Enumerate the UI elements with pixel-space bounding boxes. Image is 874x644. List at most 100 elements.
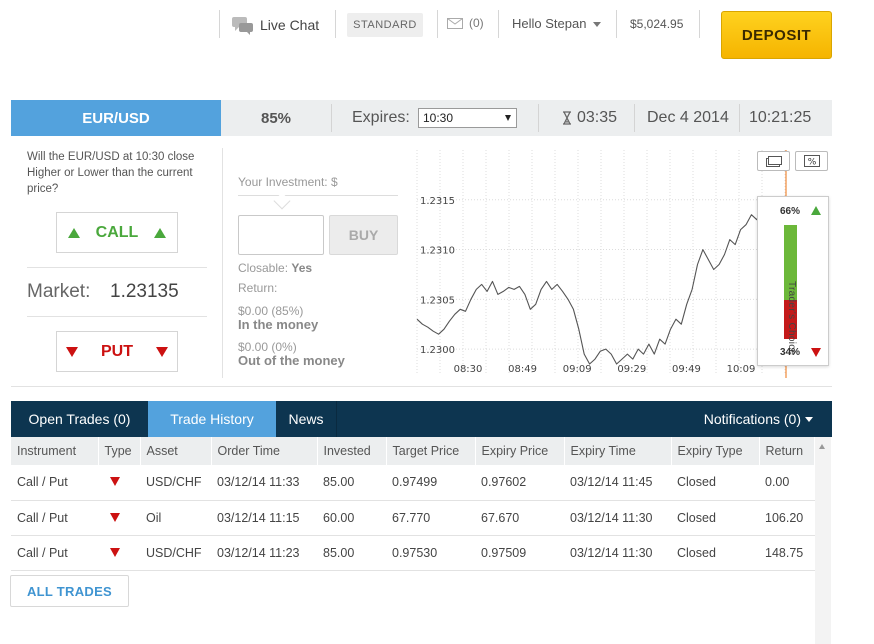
arrow-down-icon [66,346,78,357]
return-cell: 106.20 [759,500,815,536]
invested-cell: 85.00 [317,465,386,501]
x-tick-label: 08:30 [454,364,483,375]
investment-label: Your Investment: $ [238,175,338,189]
put-arrow-icon [110,512,120,522]
divider [331,104,332,132]
arrow-up-icon [154,227,166,238]
column-header[interactable]: Type [98,437,141,465]
put-arrow-icon [110,477,120,487]
asset-name[interactable]: EUR/USD [11,100,221,136]
return-label: Return: [238,281,278,295]
percent-icon: % [803,155,820,167]
column-header[interactable]: Asset [140,437,212,465]
column-header[interactable]: Instrument [11,437,99,465]
user-menu[interactable]: Hello Stepan [512,16,602,31]
out-money-value: $0.00 (0%) [238,340,297,354]
tab-trade-history[interactable]: Trade History [148,401,276,437]
expiry-type-cell: Closed [671,465,759,501]
y-tick-label: 1.2315 [420,196,455,207]
divider [27,267,207,268]
investment-input[interactable] [238,215,324,255]
expiry-price-cell: 67.670 [475,500,564,536]
put-label: PUT [101,342,133,360]
scroll-up-icon[interactable] [819,444,825,449]
deposit-button[interactable]: DEPOSIT [721,11,832,59]
fullscreen-button[interactable] [757,151,790,171]
column-header[interactable]: Expiry Price [475,437,565,465]
expiry-time-cell: 03/12/14 11:30 [564,535,671,571]
order-time-cell: 03/12/14 11:15 [211,500,317,536]
trade-history-table: Instrument Type Asset Order Time Investe… [11,437,815,571]
traders-choice-label: Trader's Choice [786,281,797,356]
price-line [416,209,774,365]
target-price-cell: 0.97530 [386,535,475,571]
expiry-type-cell: Closed [671,500,759,536]
return-cell: 148.75 [759,535,815,571]
type-cell [98,500,140,536]
live-chat-label: Live Chat [260,17,320,33]
expires-label: Expires: [352,109,410,126]
divider [27,316,207,317]
account-type-badge: STANDARD [347,13,423,37]
y-tick-label: 1.2300 [420,345,455,356]
expiry-type-cell: Closed [671,535,759,571]
expiry-price-cell: 0.97509 [475,535,564,571]
market-label: Market: [27,281,91,302]
divider [335,10,336,38]
divider [11,386,832,387]
expiry-select[interactable]: 10:30 [418,108,517,128]
in-money-label: In the money [238,317,319,332]
table-header-row: Instrument Type Asset Order Time Investe… [11,437,815,465]
table-row[interactable]: Call / Put USD/CHF 03/12/14 11:23 85.00 … [11,535,815,571]
call-sentiment-bar [784,225,797,300]
table-row[interactable]: Call / Put Oil 03/12/14 11:15 60.00 67.7… [11,500,815,536]
table-row[interactable]: Call / Put USD/CHF 03/12/14 11:33 85.00 … [11,465,815,501]
arrow-down-icon [156,346,168,357]
divider [739,104,740,132]
closable-info: Closable: Yes [238,261,312,275]
column-header[interactable]: Target Price [386,437,476,465]
instrument-cell: Call / Put [11,500,98,536]
call-button[interactable]: CALL [56,212,178,253]
table-scrollbar[interactable] [815,437,831,644]
put-sentiment-bar [784,300,797,339]
payout-percent: 85% [260,109,292,127]
tab-news[interactable]: News [288,411,324,427]
column-header[interactable]: Expiry Type [671,437,760,465]
put-arrow-icon [110,547,120,557]
closable-value: Yes [291,261,313,275]
target-price-cell: 0.97499 [386,465,475,501]
arrow-up-icon [811,206,821,215]
notifications-menu[interactable]: Notifications (0) [704,401,813,437]
column-header[interactable]: Return [759,437,815,465]
expiry-value: 10:30 [423,111,454,125]
out-money-label: Out of the money [238,353,345,368]
arrow-down-icon [811,348,821,357]
order-time-cell: 03/12/14 11:23 [211,535,317,571]
percent-toggle-button[interactable]: % [795,151,828,171]
divider [699,10,700,38]
asset-cell: USD/CHF [140,465,211,501]
divider [336,401,337,437]
countdown-value: 03:35 [577,109,618,126]
call-sentiment: 66% [780,206,801,217]
all-trades-button[interactable]: ALL TRADES [10,575,129,607]
messages-button[interactable]: (0) [447,16,484,30]
live-chat-button[interactable]: Live Chat [232,14,319,36]
put-button[interactable]: PUT [56,331,178,372]
buy-button[interactable]: BUY [329,215,398,255]
x-tick-label: 08:49 [508,364,537,375]
divider [219,10,220,38]
invested-cell: 85.00 [317,535,386,571]
column-header[interactable]: Order Time [211,437,318,465]
tab-open-trades[interactable]: Open Trades (0) [28,411,131,427]
closable-label: Closable: [238,261,289,275]
hourglass-icon [562,111,572,125]
column-header[interactable]: Invested [317,437,387,465]
tab-bar: Open Trades (0) Trade History News Notif… [11,401,832,437]
x-tick-label: 10:09 [727,364,756,375]
column-header[interactable]: Expiry Time [564,437,672,465]
market-value: 1.23135 [110,281,179,302]
current-time: 10:21:25 [749,109,812,126]
